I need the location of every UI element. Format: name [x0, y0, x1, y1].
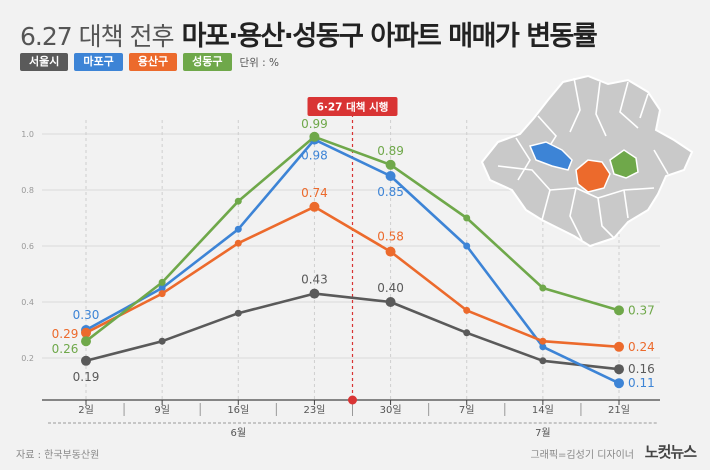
data-point [81, 336, 91, 347]
credit-note: 그래픽=김성기 디자이너 [530, 450, 634, 461]
data-label: 0.99 [301, 117, 328, 131]
x-tick-label: 23일 [303, 404, 325, 416]
data-point [234, 309, 242, 317]
y-tick-label: 1.0 [21, 130, 34, 139]
data-label: 0.43 [301, 273, 328, 287]
legend-yongsan: 용산구 [128, 53, 178, 71]
month-label: 6월 [231, 427, 247, 439]
data-point [463, 214, 471, 222]
unit-label: 단위 : % [239, 56, 280, 69]
y-tick-label: 0.6 [21, 242, 34, 251]
y-tick-label: 0.8 [21, 186, 34, 195]
data-label: 0.40 [377, 281, 404, 295]
title-prefix: 6.27 대책 전후 [20, 22, 175, 51]
x-tick-label: 9일 [154, 404, 170, 416]
legend: 서울시 마포구 용산구 성동구 단위 : % [20, 53, 279, 71]
x-tick-label: 2일 [78, 404, 94, 416]
data-point [158, 290, 166, 298]
x-tick-label: 30일 [380, 404, 402, 416]
data-point [385, 246, 396, 257]
series-line [85, 135, 620, 343]
data-point [309, 201, 320, 212]
y-tick-label: 0.2 [21, 354, 34, 363]
data-label: 0.26 [52, 342, 79, 356]
data-point [463, 306, 471, 314]
seoul-map-graphic [480, 74, 694, 248]
data-label: 0.29 [52, 327, 79, 341]
data-point [463, 329, 471, 337]
data-point [539, 343, 547, 351]
x-tick-label: 7일 [459, 404, 475, 416]
x-tick-label: 16일 [227, 404, 249, 416]
data-label: 0.37 [628, 303, 655, 317]
event-marker-box [307, 97, 398, 116]
data-point [81, 355, 91, 366]
data-label: 0.30 [73, 308, 100, 322]
seoul-district-map [478, 70, 698, 250]
data-point [385, 159, 396, 170]
series-line [85, 205, 620, 349]
legend-seoul: 서울시 [20, 53, 69, 71]
news-logo: 노컷뉴스 [644, 443, 697, 461]
data-point [158, 278, 166, 286]
data-point [539, 357, 547, 365]
series-line [85, 138, 620, 385]
legend-mapo: 마포구 [74, 53, 123, 71]
data-point [234, 225, 242, 233]
data-label: 0.11 [628, 376, 655, 390]
data-point [309, 288, 320, 299]
data-label: 0.89 [377, 144, 404, 158]
data-point [385, 297, 396, 307]
data-point [234, 197, 242, 205]
event-marker-label: 6·27 대책 시행 [317, 101, 389, 114]
data-point [158, 337, 166, 345]
data-point [385, 171, 396, 181]
data-point [539, 337, 547, 345]
series-line [85, 292, 620, 371]
data-label: 0.16 [628, 362, 655, 376]
data-point [158, 284, 166, 292]
data-label: 0.85 [377, 185, 404, 199]
data-point [309, 131, 320, 142]
title-row: 6.27 대책 전후 마포·용산·성동구 아파트 매매가 변동률 [20, 14, 598, 52]
data-point [234, 239, 242, 247]
source-note: 자료 : 한국부동산원 [16, 450, 100, 461]
data-point [614, 364, 624, 375]
page-title: 마포·용산·성동구 아파트 매매가 변동률 [181, 21, 598, 52]
data-point [539, 284, 547, 292]
data-label: 0.58 [377, 230, 404, 244]
yongsan-district [575, 159, 611, 193]
data-point [614, 378, 624, 389]
mapo-district [528, 141, 573, 171]
x-tick-label: 14일 [532, 404, 554, 416]
data-point [614, 341, 624, 352]
data-label: 0.19 [73, 370, 100, 384]
data-point [614, 305, 624, 316]
data-label: 0.98 [301, 149, 328, 163]
district-borders [497, 77, 669, 241]
seongdong-district [609, 149, 639, 179]
data-point [81, 327, 91, 338]
data-label: 0.74 [301, 186, 328, 200]
legend-seongdong: 성동구 [183, 53, 232, 71]
data-point [463, 242, 471, 250]
event-marker-dot [348, 395, 357, 405]
y-tick-label: 0.4 [21, 298, 34, 307]
month-label: 7월 [535, 427, 551, 439]
data-label: 0.24 [628, 340, 655, 354]
x-tick-label: 21일 [608, 404, 630, 416]
